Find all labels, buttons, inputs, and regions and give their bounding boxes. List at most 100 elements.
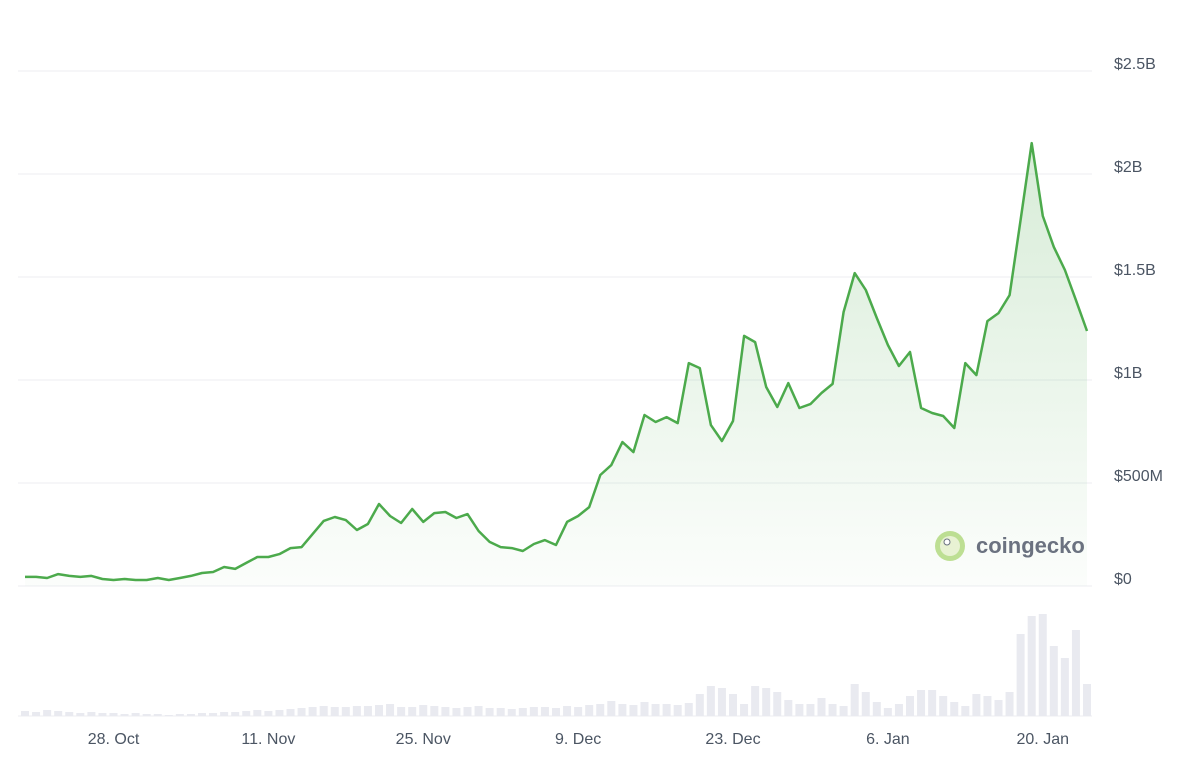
- volume-bar: [762, 688, 771, 716]
- volume-bar: [485, 708, 494, 716]
- volume-bar: [1071, 630, 1080, 716]
- volume-bar: [928, 690, 937, 716]
- y-tick-label: $500M: [1114, 468, 1163, 485]
- volume-bar: [983, 696, 992, 716]
- volume-bar: [706, 686, 715, 716]
- volume-bar: [740, 704, 749, 716]
- volume-bar: [164, 715, 173, 716]
- volume-bar: [330, 707, 339, 716]
- volume-bar: [308, 707, 317, 716]
- volume-bar: [773, 692, 782, 716]
- volume-bar: [894, 704, 903, 716]
- y-tick-label: $1.5B: [1114, 262, 1156, 279]
- volume-bar: [1016, 634, 1025, 716]
- watermark-logo: coingecko: [935, 531, 1085, 561]
- volume-bar: [828, 704, 837, 716]
- volume-bar: [1038, 614, 1047, 716]
- volume-bar: [906, 696, 914, 716]
- logo-eye: [943, 538, 951, 546]
- volume-bar: [32, 712, 41, 716]
- volume-bar: [662, 704, 671, 716]
- volume-bar: [784, 700, 793, 716]
- volume-bar: [1060, 658, 1069, 716]
- volume-bar: [253, 710, 262, 716]
- volume-bar: [939, 696, 948, 716]
- grid: [18, 70, 1092, 717]
- volume-bar: [120, 714, 129, 716]
- y-tick-label: $1B: [1114, 365, 1142, 382]
- volume-bar: [452, 708, 461, 716]
- volume-bar: [883, 708, 892, 716]
- volume-bar: [861, 692, 870, 716]
- volume-bar: [186, 714, 195, 716]
- volume-bar: [153, 714, 162, 716]
- logo-inner: [940, 536, 960, 556]
- volume-bar: [1027, 616, 1036, 716]
- volume-bar: [806, 704, 815, 716]
- volume-bar: [518, 708, 527, 716]
- x-tick-label: 23. Dec: [705, 731, 760, 748]
- volume-bar: [1049, 646, 1058, 716]
- volume-bar: [142, 714, 151, 716]
- volume-bar: [629, 705, 638, 716]
- volume-bar: [563, 706, 572, 716]
- volume-bar: [98, 713, 107, 716]
- volume-bar: [231, 712, 240, 716]
- volume-bar: [419, 705, 428, 716]
- volume-bar: [585, 705, 594, 716]
- volume-bar: [994, 700, 1003, 716]
- volume-bar: [839, 706, 848, 716]
- y-tick-label: $0: [1114, 571, 1132, 588]
- volume-bar: [264, 711, 273, 716]
- line: [25, 141, 1089, 582]
- volume-bar: [817, 698, 826, 716]
- volume-bar: [198, 713, 206, 716]
- x-tick-label: 9. Dec: [555, 731, 601, 748]
- x-tick-label: 11. Nov: [241, 731, 295, 748]
- x-tick-label: 20. Jan: [1017, 731, 1069, 748]
- volume-bar: [950, 702, 959, 716]
- volume-bar: [651, 704, 660, 716]
- volume-bar: [1005, 692, 1014, 716]
- volume-bar: [695, 694, 704, 716]
- volume-bar: [751, 686, 760, 716]
- y-tick-label: $2B: [1114, 159, 1142, 176]
- volume-bar: [397, 707, 406, 716]
- volume-bar: [574, 707, 583, 716]
- volume-bar: [341, 707, 350, 716]
- volume-bar: [363, 706, 372, 716]
- volume-bar: [54, 711, 63, 716]
- volume-bar: [109, 713, 118, 716]
- volume-bar: [275, 710, 284, 716]
- volume-bar: [76, 713, 85, 716]
- volume-bar: [618, 704, 627, 716]
- volume-bar: [242, 711, 251, 716]
- volume-bar: [131, 713, 140, 716]
- volume-bar: [474, 706, 483, 716]
- volume-bar: [552, 708, 560, 716]
- volume-bar: [209, 713, 218, 716]
- volume-bar: [43, 710, 52, 716]
- volume-bar: [408, 707, 417, 716]
- volume-bar: [640, 702, 649, 716]
- volume-bar: [795, 704, 804, 716]
- volume-bar: [717, 688, 726, 716]
- volume-bar: [596, 704, 605, 716]
- volume-bar: [673, 705, 682, 716]
- volume-bar: [441, 707, 450, 716]
- volume-bar: [872, 702, 881, 716]
- volume-bar: [850, 684, 859, 716]
- volume-bar: [87, 712, 96, 716]
- volume-bar: [540, 707, 549, 716]
- volume-bar: [375, 705, 383, 716]
- volume-bar: [972, 694, 981, 716]
- volume-bar: [684, 703, 693, 716]
- labels: $0 $500M $1B $1.5B $2B $2.5B 28. Oct 11. Nov 25.…: [88, 56, 1163, 748]
- volume-bar: [319, 706, 328, 716]
- y-tick-label: $2.5B: [1114, 56, 1156, 73]
- volume-bar: [430, 706, 439, 716]
- area: [25, 141, 1089, 586]
- volume-bar: [65, 712, 74, 716]
